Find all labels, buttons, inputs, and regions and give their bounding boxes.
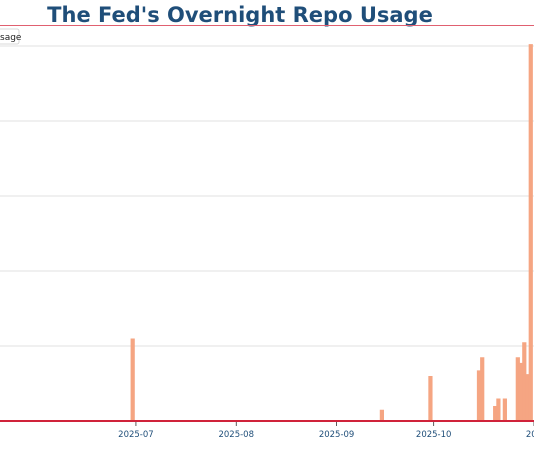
bar-2025-10-16 xyxy=(480,357,485,421)
x-tick-label-2025-11: 202 xyxy=(526,430,534,440)
bar-2025-10-31 xyxy=(528,44,533,421)
bar-2025-10-20 xyxy=(493,406,498,421)
bar-2025-10-15 xyxy=(476,370,482,421)
page-title: The Fed's Overnight Repo Usage xyxy=(47,3,433,27)
bar-2025-10-28 xyxy=(518,362,524,421)
legend-label-usage: sage xyxy=(0,33,22,43)
x-tick-label-2025-09: 2025-09 xyxy=(319,430,355,440)
bar-2025-09-30 xyxy=(428,376,433,421)
bar-series-usage xyxy=(130,44,533,421)
x-tick-label-2025-08: 2025-08 xyxy=(218,430,254,440)
bar-2025-10-27 xyxy=(515,357,520,421)
x-tick-label-2025-07: 2025-07 xyxy=(118,430,154,440)
title-rule xyxy=(0,25,534,26)
legend: sage xyxy=(0,28,22,45)
bar-2025-10-21 xyxy=(496,398,501,421)
legend-box xyxy=(0,28,20,45)
gridlines xyxy=(0,45,534,347)
bar-2025-10-23 xyxy=(502,398,507,421)
bar-2025-10-29 xyxy=(522,342,527,421)
x-tick-label-2025-10: 2025-10 xyxy=(416,430,452,440)
bar-2025-06-30 xyxy=(130,338,135,421)
x-axis-ticks: 2025-07 2025-08 2025-09 2025-10 202 xyxy=(118,422,534,440)
bar-2025-10-30 xyxy=(525,374,530,421)
bar-2025-09-15 xyxy=(379,409,384,421)
